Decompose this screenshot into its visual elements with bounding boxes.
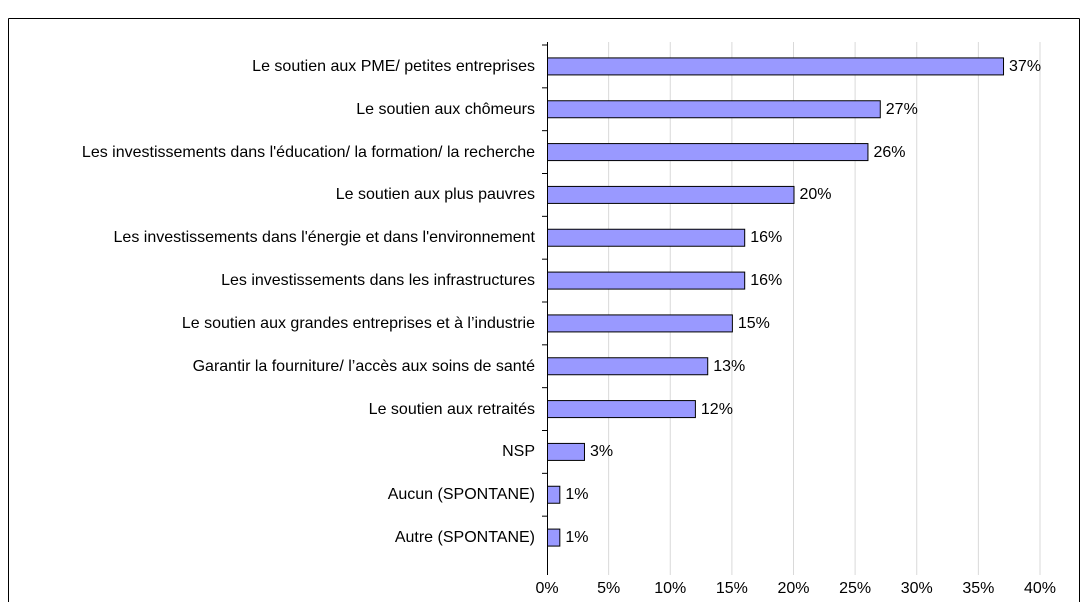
category-label: Garantir la fourniture/ l’accès aux soin… [192,357,535,375]
category-label: Le soutien aux retraités [368,400,535,418]
x-tick-label: 40% [1024,580,1057,597]
value-label: 1% [565,486,589,504]
category-label: Le soutien aux chômeurs [356,100,535,118]
bar [547,271,746,290]
category-label: Aucun (SPONTANE) [387,486,535,504]
x-tick-label: 20% [777,580,810,597]
value-label: 12% [700,400,733,418]
value-label: 26% [873,143,906,161]
value-label: 3% [589,443,614,461]
category-label: Le soutien aux PME/ petites entreprises [252,57,535,75]
value-label: 16% [750,272,783,290]
bar [547,485,561,504]
bar [547,57,1005,76]
bar [547,442,585,461]
value-label: 20% [799,186,832,204]
bar [547,143,869,162]
category-label: Les investissements dans les infrastruct… [221,272,535,290]
x-tick-label: 0% [535,580,559,597]
bar [547,228,746,247]
category-label: NSP [502,443,535,461]
x-tick-label: 30% [900,580,933,597]
bar [547,528,561,547]
category-label: Autre (SPONTANE) [394,529,535,547]
category-label: Le soutien aux grandes entreprises et à … [181,314,535,332]
bar [547,185,795,204]
category-label: Les investissements dans l'énergie et da… [113,229,535,247]
value-label: 15% [737,314,770,332]
value-label: 1% [565,529,589,547]
x-tick-label: 15% [715,580,748,597]
x-tick-label: 25% [839,580,872,597]
value-label: 16% [750,229,783,247]
bar [547,100,881,119]
x-tick-label: 5% [597,580,621,597]
bar [547,400,696,419]
x-tick-label: 35% [962,580,995,597]
category-label: Les investissements dans l'éducation/ la… [81,143,535,161]
bar [547,314,733,333]
category-label: Le soutien aux plus pauvres [335,186,535,204]
value-label: 27% [885,100,918,118]
value-label: 37% [1009,57,1042,75]
x-tick-label: 10% [654,580,687,597]
value-label: 13% [713,357,746,375]
bar [547,357,709,376]
